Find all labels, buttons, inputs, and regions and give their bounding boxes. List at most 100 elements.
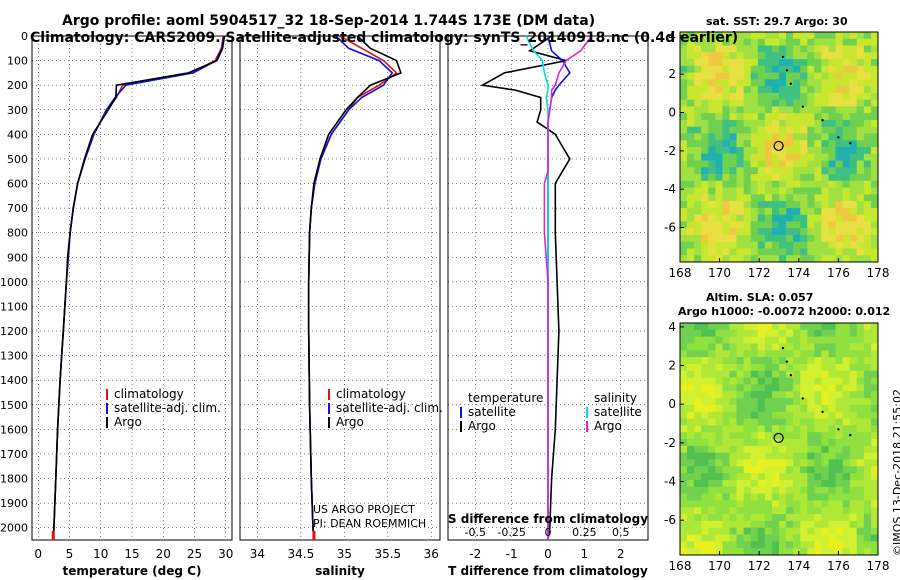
map-cell: [842, 147, 851, 155]
x-tick-label: 0: [544, 547, 552, 561]
map-cell: [729, 432, 737, 440]
map-cell: [793, 228, 801, 236]
map-cell: [856, 187, 865, 195]
map-cell: [757, 432, 766, 440]
map-cell: [828, 445, 836, 454]
map-cell: [821, 248, 829, 256]
map-cell: [764, 350, 773, 358]
map-cell: [779, 119, 787, 128]
map-cell: [757, 459, 766, 467]
map-cell: [771, 514, 780, 522]
map-cell: [771, 180, 780, 188]
map-cell: [793, 323, 801, 331]
map-cell: [863, 479, 872, 488]
map-cell: [743, 194, 752, 202]
map-cell: [828, 38, 836, 46]
map-cell: [842, 452, 851, 460]
map-cell: [793, 479, 801, 488]
map-cell: [842, 514, 851, 522]
map-cell: [856, 534, 865, 542]
map-cell: [680, 214, 688, 222]
map-cell: [743, 541, 752, 549]
map-cell: [807, 357, 815, 365]
map-cell: [750, 329, 759, 338]
map-cell: [828, 140, 836, 148]
map-cell: [743, 214, 752, 222]
x-tick-label: -1: [506, 547, 518, 561]
map-cell: [779, 207, 787, 216]
map-cell: [764, 329, 773, 338]
map-cell: [771, 541, 780, 549]
map-cell: [835, 343, 844, 351]
map-cell: [729, 194, 737, 202]
map-cell: [708, 350, 716, 358]
map-cell: [828, 99, 836, 107]
map-cell: [680, 357, 688, 365]
map-cell: [842, 507, 851, 515]
map-cell: [849, 486, 858, 494]
map-cell: [701, 248, 709, 256]
map-cell: [849, 377, 858, 385]
map-cell: [750, 207, 759, 216]
map-cell: [821, 72, 829, 80]
map-cell: [835, 38, 844, 46]
salinity-panel: 34 34.5 35 35.5 36salinityclimatologysatelli…: [239, 35, 443, 578]
map-cell: [821, 106, 829, 114]
map-cell: [736, 404, 745, 413]
map-cell: [743, 133, 752, 141]
map-cell: [814, 343, 822, 351]
map-cell: [715, 221, 723, 229]
map-cell: [842, 357, 851, 365]
map-cell: [743, 72, 752, 80]
map-cell: [863, 404, 872, 413]
map-cell: [750, 336, 759, 344]
map-cell: [701, 493, 709, 501]
map-cell: [814, 52, 822, 60]
map-cell: [807, 207, 815, 216]
map-cell: [814, 140, 822, 148]
map-cell: [807, 541, 815, 549]
map-cell: [687, 377, 695, 385]
map-cell: [750, 479, 759, 488]
map-cell: [743, 86, 752, 94]
map-cell: [736, 167, 745, 175]
map-cell: [835, 459, 844, 467]
map-cell: [743, 32, 752, 40]
map-cell: [786, 167, 794, 175]
map-cell: [715, 194, 723, 202]
map-cell: [757, 384, 766, 392]
map-cell: [821, 187, 829, 195]
map-cell: [715, 140, 723, 148]
map-cell: [807, 180, 815, 188]
map-cell: [729, 377, 737, 385]
map-cell: [722, 418, 730, 426]
map-cell: [722, 113, 730, 121]
map-cell: [708, 459, 716, 467]
map-cell: [764, 466, 773, 474]
map-cell: [701, 86, 709, 94]
map-cell: [722, 343, 730, 351]
map-cell: [729, 404, 737, 413]
map-cell: [793, 445, 801, 454]
map-cell: [863, 52, 872, 60]
map-cell: [729, 418, 737, 426]
map-cell: [863, 228, 872, 236]
map-cell: [870, 527, 879, 535]
map-cell: [694, 52, 702, 60]
map-cell: [708, 140, 716, 148]
map-cell: [870, 384, 879, 392]
map-cell: [750, 133, 759, 141]
map-cell: [863, 255, 872, 263]
map-cell: [750, 180, 759, 188]
map-cell: [842, 384, 851, 392]
map-cell: [701, 99, 709, 107]
map-cell: [786, 113, 794, 121]
map-cell: [757, 207, 766, 216]
map-cell: [687, 147, 695, 155]
map-cell: [849, 445, 858, 454]
map-cell: [786, 65, 794, 73]
map-cell: [729, 65, 737, 73]
map-x-tick-label: 178: [867, 559, 890, 573]
x-tick-label: 35: [337, 547, 352, 561]
map-cell: [757, 370, 766, 378]
